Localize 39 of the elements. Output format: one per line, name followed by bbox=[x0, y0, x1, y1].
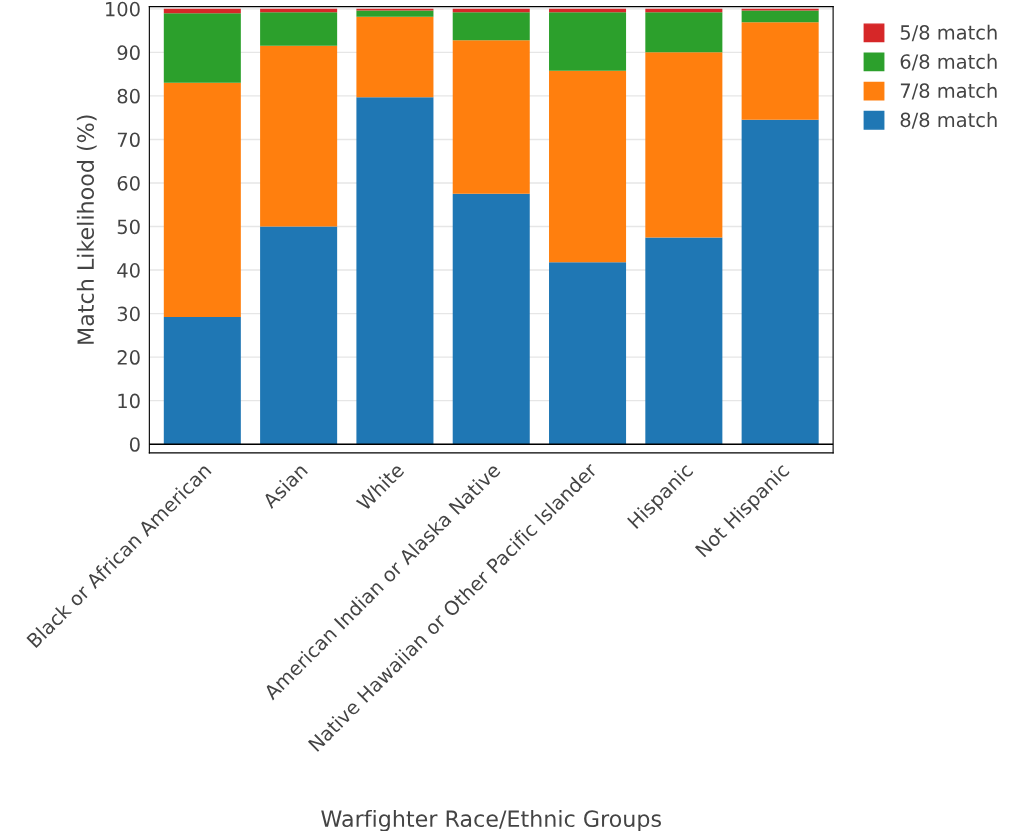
y-tick-label: 40 bbox=[117, 263, 140, 278]
bar bbox=[260, 226, 338, 445]
legend-label: 8/8 match bbox=[900, 112, 997, 129]
bar bbox=[645, 237, 723, 445]
bar bbox=[741, 119, 819, 445]
bar bbox=[452, 40, 530, 194]
y-tick-label: 90 bbox=[117, 45, 140, 61]
y-axis-title: Match Likelihood (%) bbox=[76, 115, 97, 344]
legend-label: 5/8 match bbox=[900, 24, 997, 42]
bar bbox=[645, 12, 723, 53]
bar bbox=[356, 16, 434, 98]
bar bbox=[741, 22, 819, 120]
bar bbox=[741, 10, 819, 23]
bar bbox=[163, 8, 241, 14]
y-tick-label: 0 bbox=[129, 437, 140, 452]
legend-label: 6/8 match bbox=[900, 53, 997, 71]
bar bbox=[356, 10, 434, 17]
y-tick-label: 80 bbox=[117, 88, 140, 104]
y-tick-label: 70 bbox=[117, 132, 140, 148]
bar bbox=[549, 70, 627, 263]
y-tick-label: 60 bbox=[117, 175, 140, 191]
y-tick-label: 30 bbox=[117, 306, 140, 322]
bar bbox=[645, 52, 723, 238]
y-tick-label: 100 bbox=[106, 1, 140, 17]
bar bbox=[452, 193, 530, 445]
y-tick-label: 50 bbox=[117, 219, 140, 235]
bar bbox=[163, 82, 241, 318]
bar bbox=[549, 12, 627, 71]
bar bbox=[163, 317, 241, 445]
bar bbox=[452, 12, 530, 41]
y-tick-label: 10 bbox=[118, 393, 140, 409]
bar bbox=[260, 12, 338, 46]
bar bbox=[549, 262, 627, 445]
bar bbox=[163, 13, 241, 83]
legend-label: 7/8 match bbox=[900, 82, 997, 100]
y-tick-label: 20 bbox=[117, 350, 140, 365]
x-axis-title: Warfighter Race/Ethnic Groups bbox=[321, 809, 661, 831]
bar bbox=[356, 97, 434, 445]
bar bbox=[260, 45, 338, 227]
